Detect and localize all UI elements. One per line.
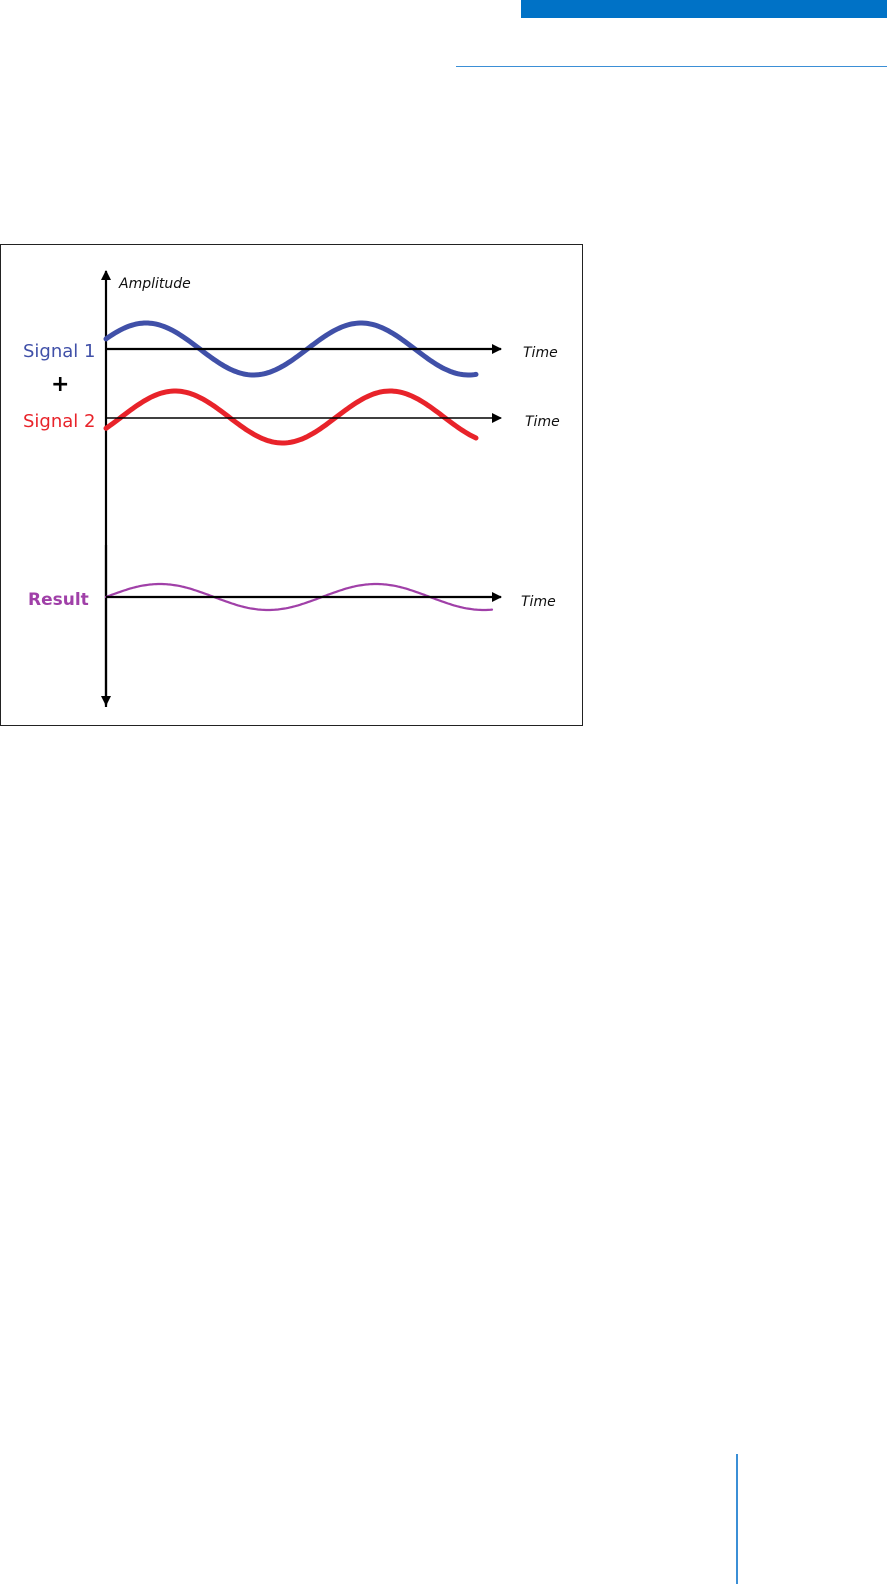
plus-sign: +	[51, 372, 69, 397]
result-label: Result	[28, 590, 89, 610]
signal-2-wave	[103, 388, 479, 446]
header-color-band	[521, 0, 887, 18]
amplitude-axis-label: Amplitude	[118, 276, 191, 292]
result-time-label: Time	[521, 594, 556, 610]
header-rule	[456, 66, 887, 67]
signal-1-time-label: Time	[523, 345, 558, 361]
footer-rule	[736, 1454, 738, 1584]
signal-1-label: Signal 1	[23, 341, 95, 362]
signal-2-time-label: Time	[525, 414, 560, 430]
signal-2-label: Signal 2	[23, 411, 95, 432]
wave-superposition-diagram: Amplitude Signal 1 Time + Signal 2 Time …	[0, 244, 583, 726]
diagram-canvas: Amplitude Signal 1 Time + Signal 2 Time …	[23, 270, 560, 707]
